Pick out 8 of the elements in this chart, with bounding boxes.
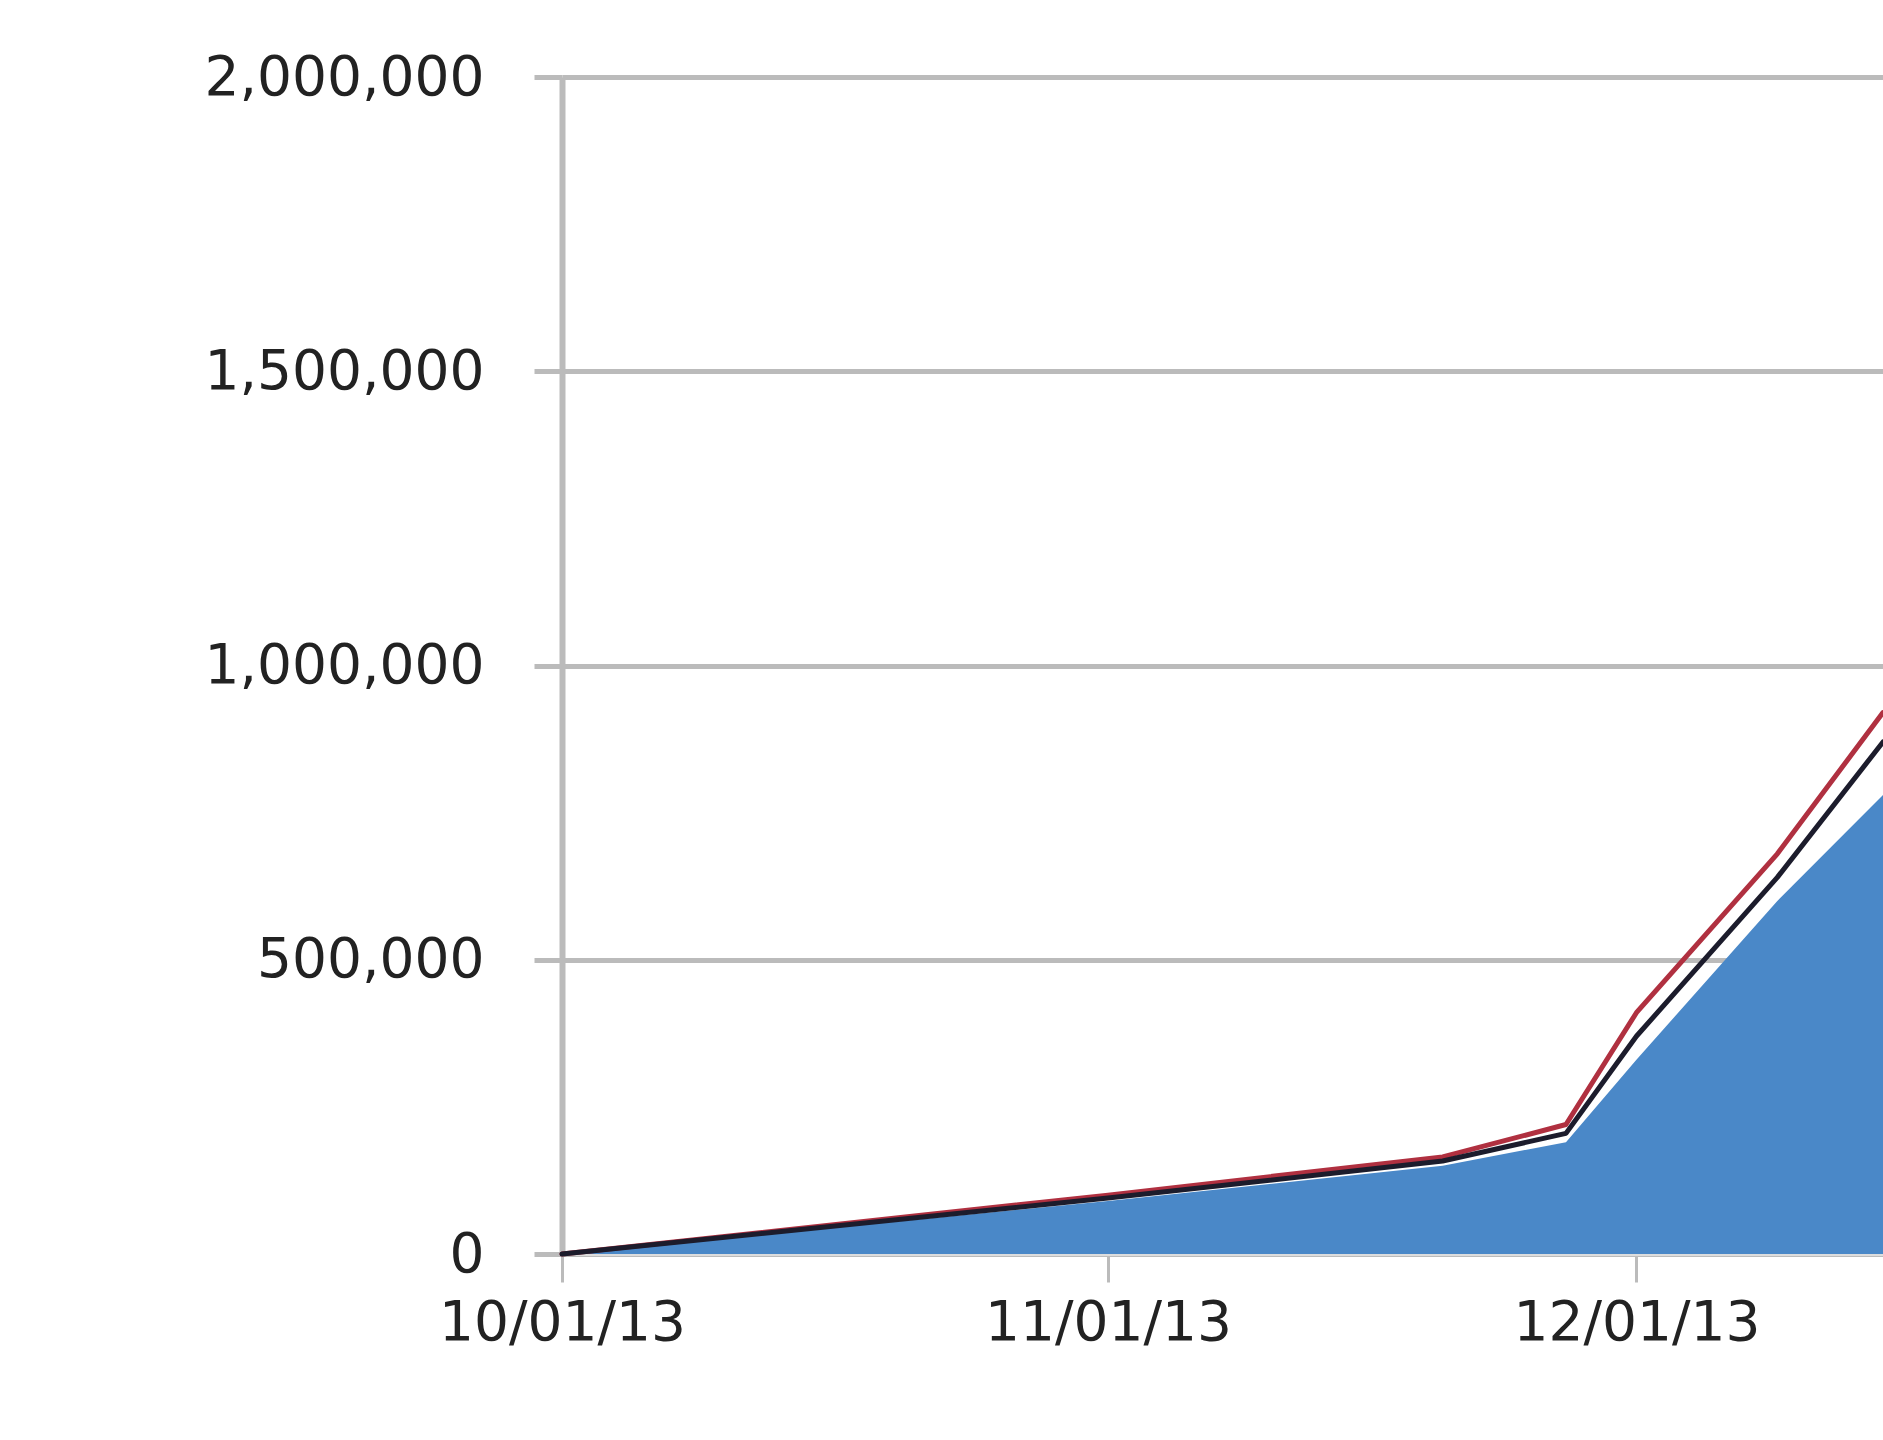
y-tick-label: 1,000,000 (204, 632, 485, 696)
x-tick-label: 10/01/13 (438, 1288, 687, 1353)
x-tick-label: 12/01/13 (1513, 1288, 1761, 1353)
y-tick-label: 2,000,000 (204, 43, 485, 108)
y-tick-label: 1,500,000 (204, 337, 485, 402)
y-tick-label: 500,000 (257, 926, 485, 991)
y-tick-label: 0 (449, 1220, 485, 1285)
x-tick-label: 11/01/13 (985, 1288, 1233, 1353)
